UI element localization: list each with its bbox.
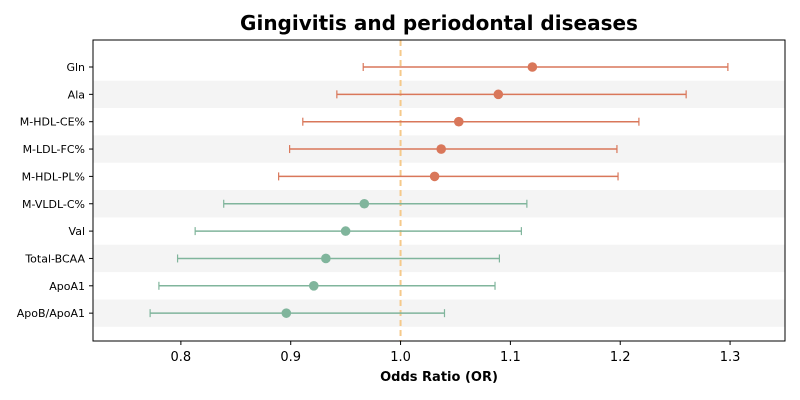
point-estimate xyxy=(308,281,319,291)
point-estimate xyxy=(436,144,446,154)
x-tick-label: 0.8 xyxy=(171,350,192,365)
x-tick-label: 1.2 xyxy=(610,350,631,365)
point-estimate xyxy=(493,89,504,100)
point-estimate xyxy=(359,198,370,209)
y-tick-label: M-VLDL-C% xyxy=(22,198,85,211)
y-tick-label: M-LDL-FC% xyxy=(23,143,85,156)
point-estimate xyxy=(281,308,292,318)
y-tick-label: M-HDL-CE% xyxy=(20,116,85,129)
point-estimate xyxy=(453,116,464,127)
point-estimate xyxy=(429,171,440,182)
y-tick-label: ApoB/ApoA1 xyxy=(17,307,85,320)
point-estimate xyxy=(340,226,351,236)
y-axis: Gln Ala M-HDL-CE% M-LDL-FC% M-HDL-PL% M-VLDL-… xyxy=(17,61,93,320)
y-tick-label: Total-BCAA xyxy=(24,252,85,265)
y-tick-label: Ala xyxy=(68,88,85,101)
plot-frame xyxy=(92,39,786,342)
y-tick-label: Gln xyxy=(66,61,85,74)
point-estimate xyxy=(321,253,331,264)
x-tick-label: 1.0 xyxy=(390,350,411,365)
chart-title: Gingivitis and periodontal diseases xyxy=(240,11,638,35)
point-estimate xyxy=(527,62,538,72)
y-tick-label: ApoA1 xyxy=(49,280,85,293)
y-tick-label: Val xyxy=(69,225,85,238)
data-marks xyxy=(149,62,729,318)
y-tick-label: M-HDL-PL% xyxy=(22,170,85,183)
x-axis-label: Odds Ratio (OR) xyxy=(380,370,498,385)
x-tick-label: 1.1 xyxy=(500,350,521,365)
x-tick-label: 1.3 xyxy=(720,350,741,365)
x-axis: 0.8 0.9 1.0 1.1 1.2 1.3 xyxy=(171,341,741,365)
x-tick-label: 0.9 xyxy=(280,350,301,365)
